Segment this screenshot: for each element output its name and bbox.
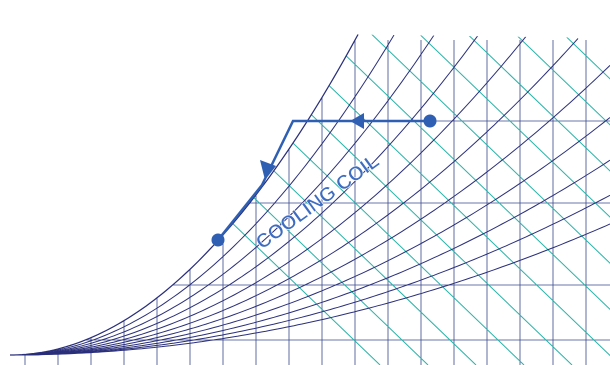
rh-curve [10, 65, 610, 356]
process-line [217, 119, 430, 241]
rh-curve [10, 223, 610, 356]
arrow-down [260, 160, 276, 180]
rh-curve [10, 34, 435, 356]
enthalpy-line [239, 34, 610, 365]
rh-curve [10, 35, 479, 356]
enthalpy-line [383, 34, 610, 365]
rh-curve [10, 159, 610, 356]
enthalpy-line [335, 34, 610, 365]
enthalpy-line [47, 34, 429, 365]
rh-curve [10, 34, 359, 356]
enthalpy-line [287, 34, 610, 365]
rh-curve [10, 36, 527, 356]
state-point [211, 233, 225, 247]
state-point [423, 114, 437, 128]
rh-curve [10, 34, 395, 356]
rh-curve [10, 194, 610, 356]
saturation-curve [10, 34, 359, 356]
cooling-process: COOLING COIL [211, 113, 437, 254]
enthalpy-line [575, 34, 610, 365]
rh-curve [10, 38, 579, 356]
rh-curve [10, 117, 610, 356]
arrow-left [350, 113, 364, 129]
enthalpy-line [431, 34, 610, 365]
enthalpy-line [527, 34, 610, 365]
enthalpy-line [479, 34, 610, 365]
